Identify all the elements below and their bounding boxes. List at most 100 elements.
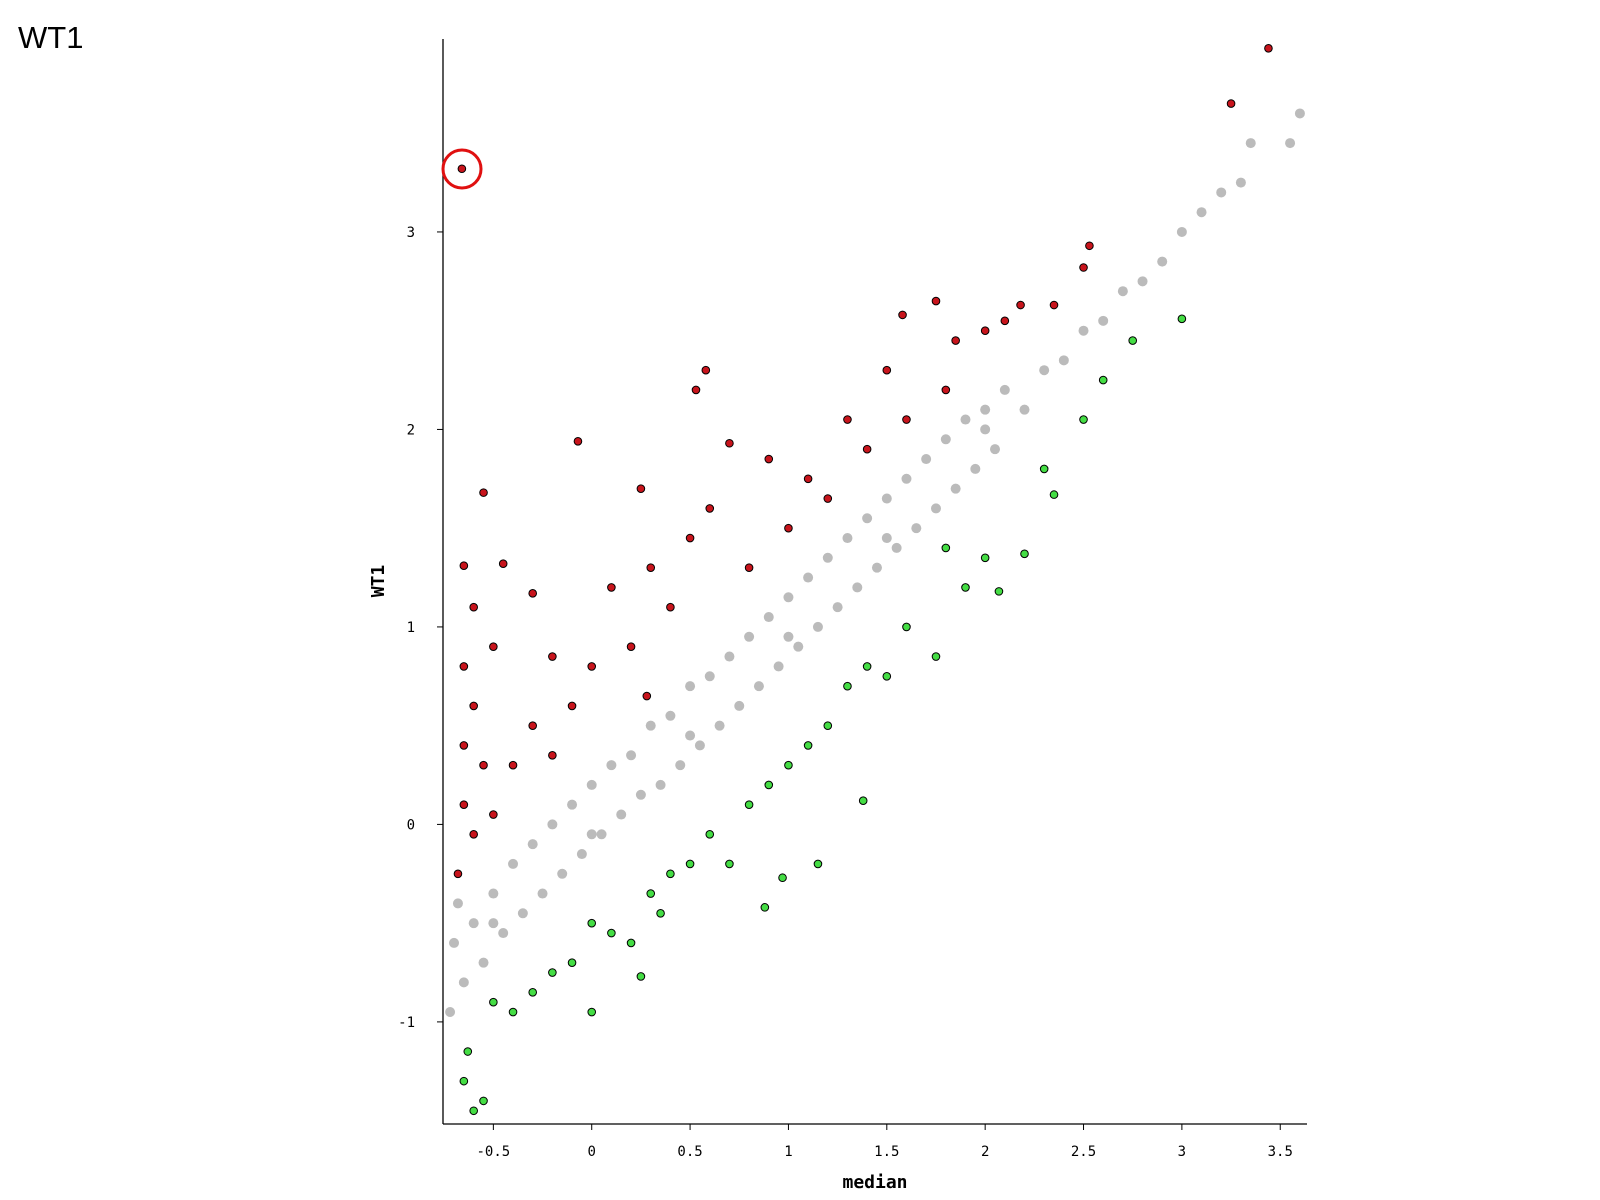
point [488, 918, 499, 929]
point [616, 809, 627, 820]
point [931, 652, 941, 661]
point [694, 740, 705, 751]
point [469, 602, 478, 612]
point [764, 780, 774, 790]
point [970, 463, 981, 474]
point [778, 873, 787, 883]
point [763, 612, 774, 623]
y-tick-label: 0 [407, 817, 415, 833]
chart-title: WT1 [18, 20, 83, 55]
point [1137, 276, 1148, 287]
point [488, 888, 499, 899]
point [1196, 207, 1207, 218]
point [685, 533, 695, 543]
point [862, 444, 872, 454]
point [725, 438, 734, 448]
point [793, 641, 804, 652]
point [783, 631, 794, 642]
point [803, 741, 813, 750]
point [1098, 315, 1109, 326]
point [479, 488, 488, 497]
point [548, 968, 557, 977]
point [980, 404, 991, 415]
point [999, 384, 1010, 395]
point [528, 987, 538, 997]
point [642, 691, 652, 701]
point [469, 829, 478, 839]
point [607, 583, 616, 592]
point [489, 642, 498, 651]
y-tick-label: -1 [398, 1015, 415, 1031]
point [764, 454, 774, 464]
point [701, 365, 711, 375]
point [636, 972, 646, 981]
point [744, 563, 754, 572]
point [1157, 256, 1168, 267]
point [881, 533, 892, 544]
point [705, 829, 715, 839]
point [508, 760, 518, 770]
point [803, 474, 813, 484]
point [1085, 241, 1094, 251]
point [666, 602, 675, 612]
point [587, 1007, 597, 1017]
point [823, 721, 833, 730]
point [1216, 187, 1227, 198]
point [901, 473, 912, 484]
highlight-circle [441, 148, 483, 190]
point [691, 385, 701, 395]
y-tick-label: 1 [407, 620, 415, 636]
point [940, 434, 951, 445]
point [459, 662, 469, 671]
point [557, 868, 568, 879]
point [646, 563, 656, 572]
point [843, 415, 852, 424]
point [528, 589, 538, 598]
point [725, 859, 734, 869]
point [656, 908, 665, 918]
point [626, 938, 636, 948]
point [626, 642, 636, 651]
point [858, 796, 868, 806]
point [1117, 286, 1128, 297]
point [458, 977, 469, 988]
point [1079, 263, 1088, 272]
point [950, 483, 961, 494]
point [980, 424, 991, 435]
point [823, 494, 833, 503]
point [902, 415, 911, 424]
point [930, 503, 941, 514]
x-tick-label: 2.5 [1071, 1144, 1096, 1160]
point [586, 829, 597, 840]
point [724, 651, 735, 662]
point [951, 336, 960, 345]
point [537, 888, 548, 899]
point [547, 819, 558, 830]
point [445, 1007, 456, 1018]
point [459, 561, 469, 571]
point [567, 958, 577, 967]
point [881, 493, 892, 504]
point [1039, 365, 1050, 376]
point [645, 720, 656, 731]
point [1235, 177, 1246, 188]
point [586, 779, 597, 790]
point [478, 957, 489, 968]
point [1264, 43, 1273, 53]
point [1078, 325, 1089, 336]
point [567, 799, 578, 810]
point [606, 760, 617, 771]
point [1016, 300, 1025, 310]
point [489, 997, 498, 1007]
point [655, 779, 666, 790]
point [898, 310, 907, 320]
point [1039, 464, 1049, 474]
point [626, 750, 637, 761]
point [453, 869, 463, 879]
point [459, 741, 469, 750]
point [548, 750, 557, 760]
point [489, 810, 498, 819]
y-tick-label: 2 [407, 422, 415, 438]
point [1019, 404, 1030, 415]
